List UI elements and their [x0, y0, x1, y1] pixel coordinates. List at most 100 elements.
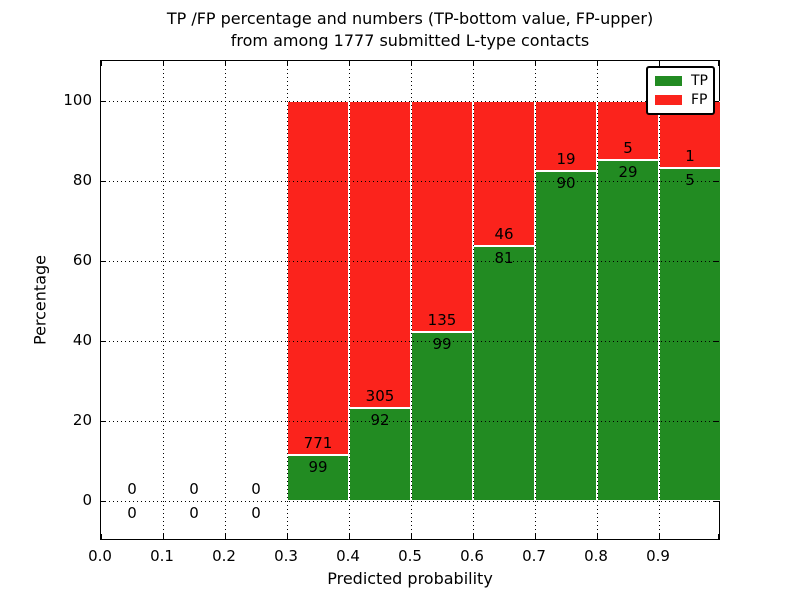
y-tick — [714, 341, 719, 342]
y-tick — [101, 181, 106, 182]
x-tick — [659, 61, 660, 66]
v-gridline — [287, 61, 288, 539]
x-tick-label: 0.7 — [522, 547, 546, 565]
x-tick — [349, 534, 350, 539]
tp-count-label: 5 — [685, 170, 695, 189]
y-tick — [714, 101, 719, 102]
y-tick-label: 0 — [82, 491, 92, 509]
fp-count-label: 1 — [685, 146, 695, 165]
y-tick-label: 80 — [72, 171, 92, 189]
x-tick-label: 0.5 — [398, 547, 422, 565]
x-tick-label: 0.6 — [460, 547, 484, 565]
y-tick — [714, 501, 719, 502]
x-tick — [597, 61, 598, 66]
x-tick — [473, 61, 474, 66]
ticks-layer — [101, 61, 719, 539]
x-tick — [225, 61, 226, 66]
legend-entry-tp: TP — [648, 74, 713, 88]
x-tick-label: 0.3 — [274, 547, 298, 565]
annotations-layer: 0 0 0 0 0 0 771 99 305 92 135 99 46 81 19 90 5 29 1 5 — [101, 61, 719, 539]
fp-legend-label: FP — [691, 91, 708, 108]
x-tick-label: 0.9 — [646, 547, 670, 565]
y-tick — [101, 421, 106, 422]
tp-count-label: 0 — [251, 504, 261, 522]
fp-count-label: 46 — [494, 224, 514, 243]
tp-count-label: 99 — [308, 458, 328, 477]
y-axis-label: Percentage — [30, 254, 50, 346]
y-tick-label: 40 — [72, 331, 92, 349]
tp-count-label: 90 — [556, 173, 576, 192]
v-gridline — [597, 61, 598, 539]
y-tick — [714, 261, 719, 262]
y-tick — [101, 501, 106, 502]
x-tick — [597, 534, 598, 539]
legend-entry-fp: FP — [648, 93, 713, 107]
v-gridline — [225, 61, 226, 539]
h-gridline — [101, 341, 719, 342]
tp-bar-segment — [597, 159, 659, 501]
h-gridline — [101, 181, 719, 182]
y-tick — [101, 101, 106, 102]
v-gridline — [535, 61, 536, 539]
fp-count-label: 5 — [623, 138, 633, 157]
x-tick-label: 0.1 — [150, 547, 174, 565]
x-tick — [287, 534, 288, 539]
fp-count-label: 305 — [365, 387, 395, 406]
y-tick-label: 100 — [63, 91, 92, 109]
x-tick — [535, 61, 536, 66]
tp-count-label: 29 — [618, 162, 638, 181]
x-tick — [101, 61, 102, 66]
v-gridline — [349, 61, 350, 539]
chart-title-line2: from among 1777 submitted L-type contact… — [230, 31, 590, 50]
y-tick — [101, 261, 106, 262]
h-gridline — [101, 421, 719, 422]
x-tick — [659, 534, 660, 539]
x-tick — [535, 534, 536, 539]
x-tick-label: 0.0 — [88, 547, 112, 565]
tp-count-label: 92 — [370, 411, 390, 430]
h-gridline — [101, 261, 719, 262]
y-tick — [714, 421, 719, 422]
x-tick — [718, 61, 719, 66]
grid-layer — [101, 61, 719, 539]
fp-bar-segment — [349, 101, 411, 409]
tp-bar-segment — [287, 455, 349, 501]
v-gridline — [659, 61, 660, 539]
v-gridline — [163, 61, 164, 539]
x-axis-label: Predicted probability — [327, 569, 493, 588]
x-tick-label: 0.4 — [336, 547, 360, 565]
tp-legend-label: TP — [691, 73, 708, 90]
x-tick — [101, 534, 102, 539]
v-gridline — [473, 61, 474, 539]
fp-legend-swatch — [655, 94, 682, 105]
fp-bar-segment — [287, 101, 349, 456]
tp-count-label: 0 — [189, 504, 199, 522]
h-gridline — [101, 501, 719, 502]
y-tick-label: 20 — [72, 411, 92, 429]
fp-count-label: 0 — [189, 480, 199, 498]
tp-count-label: 99 — [432, 334, 452, 353]
y-tick — [714, 181, 719, 182]
x-tick — [411, 534, 412, 539]
chart-title: TP /FP percentage and numbers (TP-bottom… — [100, 8, 720, 52]
x-tick — [411, 61, 412, 66]
y-tick-label: 60 — [72, 251, 92, 269]
tp-count-label: 81 — [494, 248, 514, 267]
h-gridline — [101, 101, 719, 102]
x-tick — [225, 534, 226, 539]
fp-count-label: 0 — [251, 480, 261, 498]
v-gridline — [411, 61, 412, 539]
fp-count-label: 135 — [427, 310, 457, 329]
tp-legend-swatch — [655, 76, 682, 87]
x-tick — [163, 61, 164, 66]
x-tick — [287, 61, 288, 66]
tp-count-label: 0 — [127, 504, 137, 522]
fp-bar-segment — [411, 101, 473, 332]
x-tick — [473, 534, 474, 539]
chart-title-line1: TP /FP percentage and numbers (TP-bottom… — [166, 9, 654, 28]
plot-area: 0 0 0 0 0 0 771 99 305 92 135 99 46 81 19 90 5 29 1 5 — [100, 60, 721, 540]
fp-count-label: 19 — [556, 149, 576, 168]
x-tick — [718, 534, 719, 539]
x-tick-label: 0.8 — [584, 547, 608, 565]
